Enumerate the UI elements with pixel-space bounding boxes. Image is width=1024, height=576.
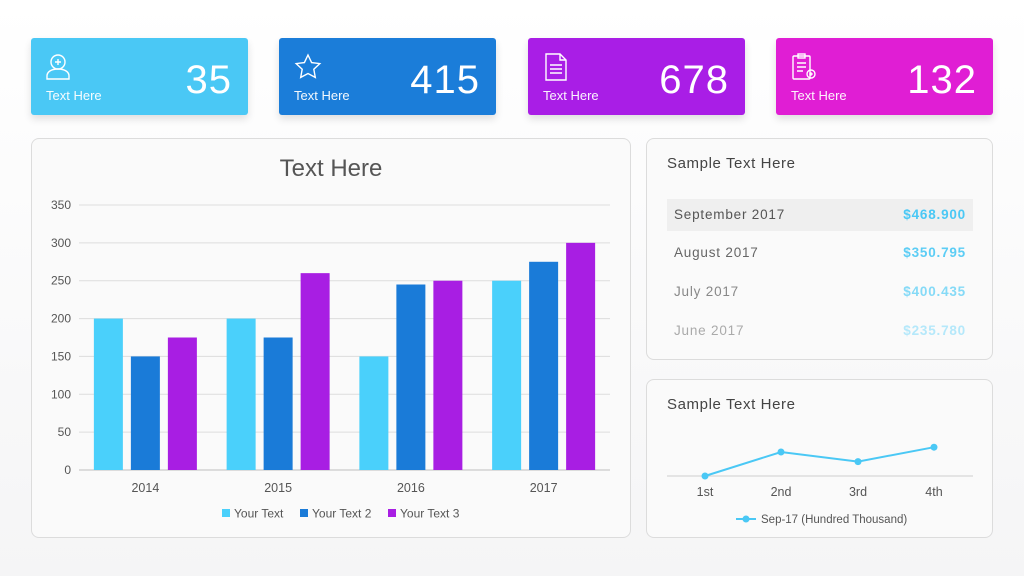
- y-tick-label: 300: [51, 236, 71, 250]
- legend-swatch: [388, 509, 396, 517]
- stat-value: 35: [185, 58, 232, 102]
- series-line: [704, 446, 935, 477]
- row-value: $235.780: [903, 323, 966, 338]
- stat-value: 132: [907, 58, 977, 102]
- bar-chart: 0 50 100 150 200 250 300 350 2014 2015 2016 2017 You…: [51, 198, 610, 521]
- x-tick-label: 1st: [697, 485, 714, 499]
- sales-row: July 2017 $400.435: [667, 276, 973, 308]
- bar: [167, 337, 197, 470]
- bar: [529, 261, 559, 470]
- stat-label: Text Here: [791, 88, 847, 103]
- stat-value: 678: [659, 58, 729, 102]
- line-chart: 1st 2nd 3rd 4th Sep-17 (Hundred Thousand): [667, 443, 973, 526]
- chart-title: Text Here: [279, 155, 383, 182]
- legend-label: Your Text 3: [400, 507, 460, 521]
- bar: [359, 356, 389, 470]
- legend-label: Your Text: [234, 507, 284, 521]
- row-value: $350.795: [903, 245, 966, 260]
- bar: [93, 318, 123, 470]
- y-tick-label: 100: [51, 387, 71, 401]
- y-tick-label: 0: [64, 463, 71, 477]
- y-tick-label: 150: [51, 349, 71, 363]
- x-tick-label: 3rd: [849, 485, 867, 499]
- row-value: $468.900: [903, 207, 966, 222]
- legend-marker: [742, 515, 750, 523]
- data-point: [777, 448, 785, 456]
- row-month: June 2017: [674, 323, 745, 338]
- legend-swatch: [222, 509, 230, 517]
- x-tick-label: 2nd: [771, 485, 792, 499]
- bar-chart-panel: Text Here 0 50 100 150 200 250 300 350 2014 2015 2…: [31, 138, 631, 538]
- document-icon: [545, 53, 567, 81]
- stat-card-2: Text Here 415: [279, 38, 496, 115]
- bar: [433, 280, 463, 470]
- y-tick-label: 350: [51, 198, 71, 212]
- stat-label: Text Here: [294, 88, 350, 103]
- stat-card-1: Text Here 35: [31, 38, 248, 115]
- bar: [396, 284, 426, 470]
- user-add-icon: [46, 54, 70, 80]
- data-point: [701, 472, 709, 480]
- legend-label: Your Text 2: [312, 507, 372, 521]
- clipboard-icon: [792, 53, 816, 80]
- bar: [130, 356, 160, 470]
- x-tick-label: 2014: [131, 481, 159, 495]
- x-tick-label: 2016: [397, 481, 425, 495]
- sales-panel: Sample Text Here September 2017 $468.900…: [646, 138, 993, 360]
- legend-label: Sep-17 (Hundred Thousand): [761, 514, 907, 526]
- bar: [226, 318, 256, 470]
- data-point: [854, 458, 862, 466]
- legend-swatch: [300, 509, 308, 517]
- star-icon: [294, 53, 322, 79]
- sales-row: September 2017 $468.900: [667, 199, 973, 231]
- x-tick-label: 4th: [925, 485, 942, 499]
- bar: [492, 280, 522, 470]
- stat-card-3: Text Here 678: [528, 38, 745, 115]
- sales-row: August 2017 $350.795: [667, 237, 973, 269]
- stat-label: Text Here: [543, 88, 599, 103]
- y-tick-label: 250: [51, 274, 71, 288]
- row-value: $400.435: [903, 284, 966, 299]
- stat-label: Text Here: [46, 88, 102, 103]
- stat-value: 415: [410, 58, 480, 102]
- row-month: September 2017: [674, 207, 786, 222]
- bar: [300, 273, 330, 470]
- bar: [566, 242, 596, 470]
- bar: [263, 337, 293, 470]
- stat-card-4: Text Here 132: [776, 38, 993, 115]
- x-tick-label: 2017: [530, 481, 558, 495]
- y-tick-label: 50: [58, 425, 72, 439]
- panel-title: Sample Text Here: [667, 155, 796, 172]
- panel-title: Sample Text Here: [667, 396, 796, 413]
- sales-row: June 2017 $235.780: [667, 315, 973, 347]
- line-chart-panel: Sample Text Here 1st 2nd 3rd 4th Sep-17 (Hun…: [646, 379, 993, 538]
- row-month: August 2017: [674, 245, 759, 260]
- row-month: July 2017: [674, 284, 739, 299]
- y-tick-label: 200: [51, 312, 71, 326]
- x-tick-label: 2015: [264, 481, 292, 495]
- data-point: [930, 443, 938, 451]
